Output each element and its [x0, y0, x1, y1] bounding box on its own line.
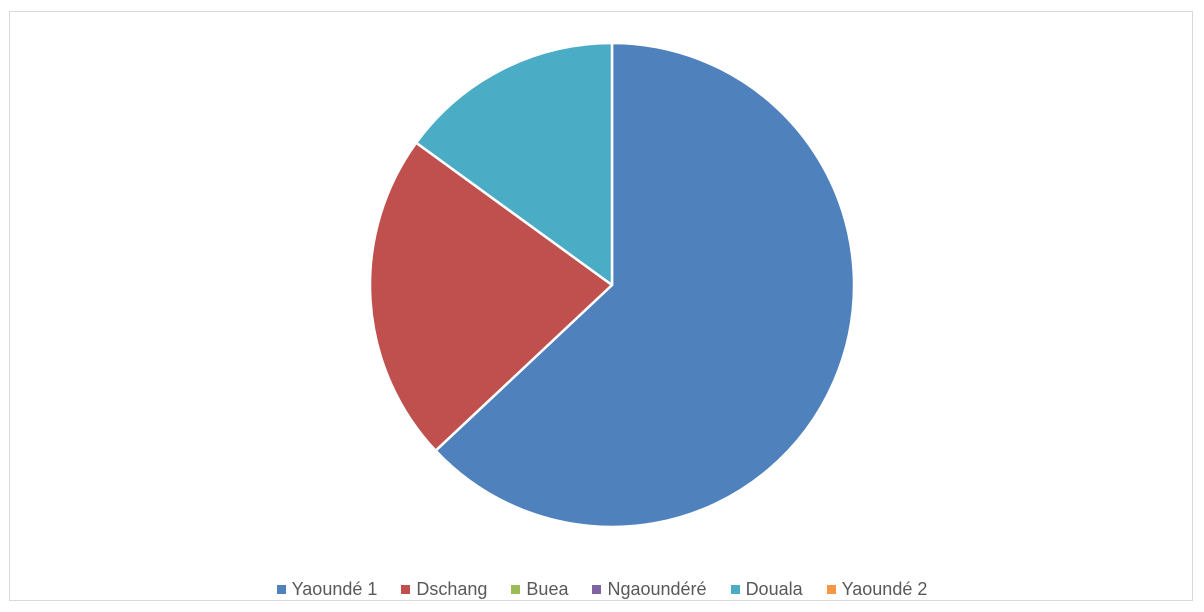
- legend-item: Yaoundé 1: [276, 578, 378, 600]
- legend-label: Douala: [745, 578, 803, 599]
- legend-item: Ngaoundéré: [592, 578, 707, 600]
- legend-label: Dschang: [416, 578, 488, 599]
- legend-item: Yaoundé 2: [826, 578, 928, 600]
- legend-label: Ngaoundéré: [607, 578, 707, 599]
- pie-slice-Dschang: [368, 141, 614, 452]
- legend-label: Yaoundé 2: [841, 578, 928, 599]
- pie-chart: [368, 41, 856, 529]
- legend-item: Buea: [511, 579, 568, 600]
- legend-item: Douala: [730, 578, 803, 600]
- legend-swatch: [730, 584, 740, 594]
- pie-slice-Yaoundé 1: [434, 41, 856, 529]
- legend-swatch: [592, 584, 602, 594]
- legend-label: Buea: [526, 578, 569, 599]
- legend-swatch: [276, 584, 286, 594]
- legend-item: Dschang: [401, 579, 487, 600]
- legend-swatch: [401, 584, 411, 594]
- legend-label: Yaoundé 1: [291, 578, 378, 599]
- legend-swatch: [826, 584, 836, 594]
- legend-swatch: [511, 584, 521, 594]
- legend: Yaoundé 1 Dschang Buea Ngaoundéré Douala Yaou…: [10, 577, 1194, 601]
- pie-slice-Douala: [414, 41, 614, 287]
- chart-area: Yaoundé 1 Dschang Buea Ngaoundéré Douala Yaou…: [9, 11, 1193, 601]
